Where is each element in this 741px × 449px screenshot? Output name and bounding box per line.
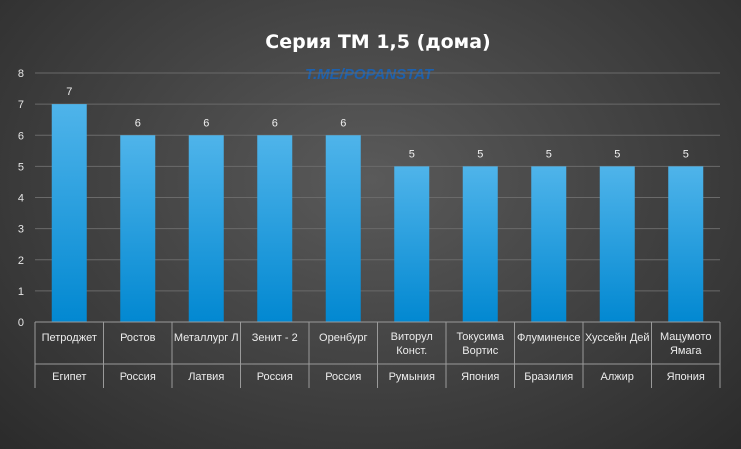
x-category-label: Флуминенсе xyxy=(517,332,580,344)
data-label: 6 xyxy=(272,117,278,129)
y-tick-label: 2 xyxy=(18,255,24,267)
y-tick-label: 7 xyxy=(18,99,24,111)
bar xyxy=(257,135,293,322)
chart-title: Серия ТМ 1,5 (дома) xyxy=(265,31,490,53)
x-country-label: Япония xyxy=(667,371,705,383)
y-tick-label: 3 xyxy=(18,224,24,236)
y-axis: 0 1 2 3 4 5 6 7 8 xyxy=(18,68,24,329)
bar xyxy=(394,166,430,322)
x-country-label: Россия xyxy=(120,371,156,383)
bar xyxy=(325,135,361,322)
data-label: 5 xyxy=(409,148,415,160)
bar xyxy=(668,166,704,322)
x-country-label: Египет xyxy=(52,371,86,383)
x-category-label: Оренбург xyxy=(319,332,367,344)
x-category-label: Токусима xyxy=(456,331,504,343)
bar xyxy=(51,104,87,322)
x-category-label: Зенит - 2 xyxy=(252,332,298,344)
data-label: 6 xyxy=(203,117,209,129)
x-category-label: Ростов xyxy=(120,332,156,344)
x-category-label: Металлург Л xyxy=(174,332,239,344)
bar xyxy=(599,166,635,322)
y-tick-label: 1 xyxy=(18,286,24,298)
x-country-label: Россия xyxy=(257,371,293,383)
y-tick-label: 5 xyxy=(18,161,24,173)
x-country-label: Алжир xyxy=(601,371,634,383)
x-country-label: Бразилия xyxy=(524,371,573,383)
x-country-label: Латвия xyxy=(188,371,224,383)
bar xyxy=(188,135,224,322)
x-country-label: Россия xyxy=(325,371,361,383)
data-label: 6 xyxy=(135,117,141,129)
y-tick-label: 6 xyxy=(18,130,24,142)
data-label: 5 xyxy=(683,148,689,160)
x-category-label: Мацумото xyxy=(660,331,712,343)
y-tick-label: 8 xyxy=(18,68,24,80)
y-tick-label: 0 xyxy=(18,317,24,329)
y-tick-label: 4 xyxy=(18,193,24,205)
bars-group: 7 6 6 6 6 5 5 5 5 5 xyxy=(51,86,704,322)
x-category-label: Хуссейн Дей xyxy=(585,332,650,344)
x-category-label: Конст. xyxy=(396,345,427,357)
data-label: 5 xyxy=(614,148,620,160)
x-country-label: Япония xyxy=(461,371,499,383)
bar xyxy=(120,135,156,322)
watermark-text: T.ME/POPANSTAT xyxy=(305,66,435,83)
bar xyxy=(462,166,498,322)
data-label: 6 xyxy=(340,117,346,129)
bar xyxy=(531,166,567,322)
x-category-label: Вортис xyxy=(462,345,499,357)
x-country-label: Румыния xyxy=(389,371,435,383)
data-label: 5 xyxy=(546,148,552,160)
data-label: 5 xyxy=(477,148,483,160)
x-category-label: Виторул xyxy=(391,331,433,343)
x-axis: Петроджет Египет Ростов Россия Металлург Л Ла… xyxy=(34,321,721,388)
x-category-label: Ямага xyxy=(670,345,702,357)
data-label: 7 xyxy=(66,86,72,98)
x-category-label: Петроджет xyxy=(42,332,97,344)
